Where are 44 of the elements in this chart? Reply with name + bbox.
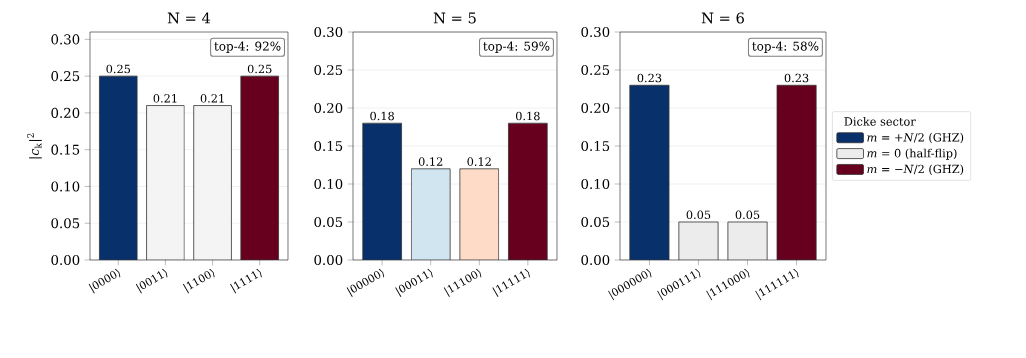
y-tick-label: 0.30 bbox=[314, 26, 343, 38]
data-label: 0.05 bbox=[735, 210, 760, 220]
y-tick-label: 0.05 bbox=[581, 216, 610, 228]
data-label: 0.05 bbox=[686, 210, 711, 220]
y-tick-label: 0.30 bbox=[581, 26, 610, 38]
chart-title: N = 5 bbox=[433, 12, 476, 24]
data-label: 0.18 bbox=[515, 111, 540, 121]
y-tick-label: 0.20 bbox=[51, 107, 80, 118]
data-label: 0.21 bbox=[200, 94, 224, 103]
data-label: 0.23 bbox=[784, 73, 809, 83]
annotation: top-4: 92% bbox=[214, 41, 281, 53]
chart-title: N = 4 bbox=[167, 12, 211, 24]
y-tick-label: 0.25 bbox=[51, 71, 80, 82]
data-label: 0.12 bbox=[418, 157, 443, 166]
y-axis-title: |c$_{k}$|$^{2}$ bbox=[27, 133, 42, 159]
data-label: 0.25 bbox=[247, 64, 272, 74]
data-label: 0.23 bbox=[637, 73, 662, 83]
y-tick-label: 0.20 bbox=[581, 102, 610, 114]
y-tick-label: 0.20 bbox=[314, 102, 343, 114]
annotation: top-4: 58% bbox=[752, 41, 819, 53]
y-tick-label: 0.10 bbox=[581, 178, 610, 190]
data-label: 0.18 bbox=[370, 111, 394, 121]
legend-title: Dicke sector bbox=[844, 116, 916, 126]
y-tick-label: 0.00 bbox=[581, 254, 610, 266]
data-label: 0.12 bbox=[467, 157, 491, 166]
legend-label: m = 0 (half-flip) bbox=[867, 148, 957, 160]
y-tick-label: 0.15 bbox=[581, 140, 610, 152]
y-tick-label: 0.15 bbox=[51, 144, 80, 155]
annotation: top-4: 59% bbox=[483, 41, 550, 53]
y-tick-label: 0.30 bbox=[51, 34, 80, 45]
y-tick-label: 0.10 bbox=[51, 181, 80, 192]
y-tick-label: 0.05 bbox=[51, 218, 80, 229]
y-tick-label: 0.15 bbox=[314, 140, 343, 152]
data-label: 0.25 bbox=[106, 64, 131, 74]
y-tick-label: 0.25 bbox=[581, 64, 610, 76]
legend-label: m = +N/2 (GHZ) bbox=[867, 132, 964, 144]
y-tick-label: 0.05 bbox=[314, 216, 343, 228]
y-tick-label: 0.00 bbox=[51, 254, 80, 266]
y-tick-label: 0.10 bbox=[314, 178, 343, 190]
chart-title: N = 6 bbox=[701, 12, 744, 24]
y-tick-label: 0.00 bbox=[314, 254, 343, 266]
y-tick-label: 0.25 bbox=[314, 64, 343, 76]
legend-label: m = −N/2 (GHZ) bbox=[867, 164, 964, 175]
data-label: 0.21 bbox=[153, 94, 177, 103]
